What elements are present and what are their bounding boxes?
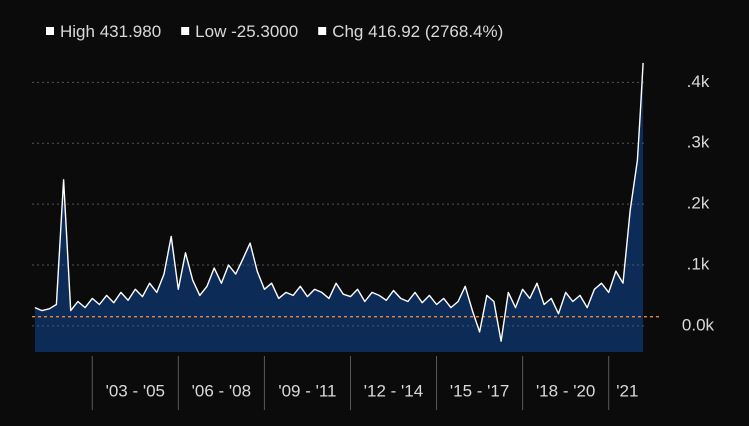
x-period-label: '09 - '11 bbox=[278, 381, 336, 400]
legend-label: Low bbox=[195, 22, 227, 41]
legend-marker bbox=[46, 27, 54, 35]
x-period-label: '15 - '17 bbox=[450, 381, 509, 400]
legend-label: Chg bbox=[332, 22, 363, 41]
legend-entry: Low -25.3000 bbox=[195, 22, 298, 41]
legend-entry: Chg 416.92 (2768.4%) bbox=[332, 22, 503, 41]
legend-entry: High 431.980 bbox=[60, 22, 161, 41]
x-period-label: '06 - '08 bbox=[192, 381, 251, 400]
legend-value: 431.980 bbox=[100, 22, 161, 41]
price-line bbox=[34, 62, 644, 342]
legend-marker bbox=[181, 27, 190, 35]
legend-label: High bbox=[60, 22, 95, 41]
legend-value: 416.92 (2768.4%) bbox=[368, 22, 503, 41]
area-fill bbox=[34, 62, 644, 353]
y-tick-label: 0.0k bbox=[682, 315, 715, 334]
legend-value: -25.3000 bbox=[231, 22, 298, 41]
y-tick-label: .3k bbox=[687, 133, 710, 152]
y-tick-label: .2k bbox=[687, 194, 710, 213]
x-period-label: '03 - '05 bbox=[106, 381, 165, 400]
y-tick-label: .4k bbox=[687, 72, 710, 91]
x-period-label: '12 - '14 bbox=[364, 381, 423, 400]
y-tick-label: .1k bbox=[687, 254, 710, 273]
legend-marker bbox=[318, 27, 327, 35]
x-period-label: '21 bbox=[616, 381, 638, 400]
x-period-label: '18 - '20 bbox=[536, 381, 595, 400]
